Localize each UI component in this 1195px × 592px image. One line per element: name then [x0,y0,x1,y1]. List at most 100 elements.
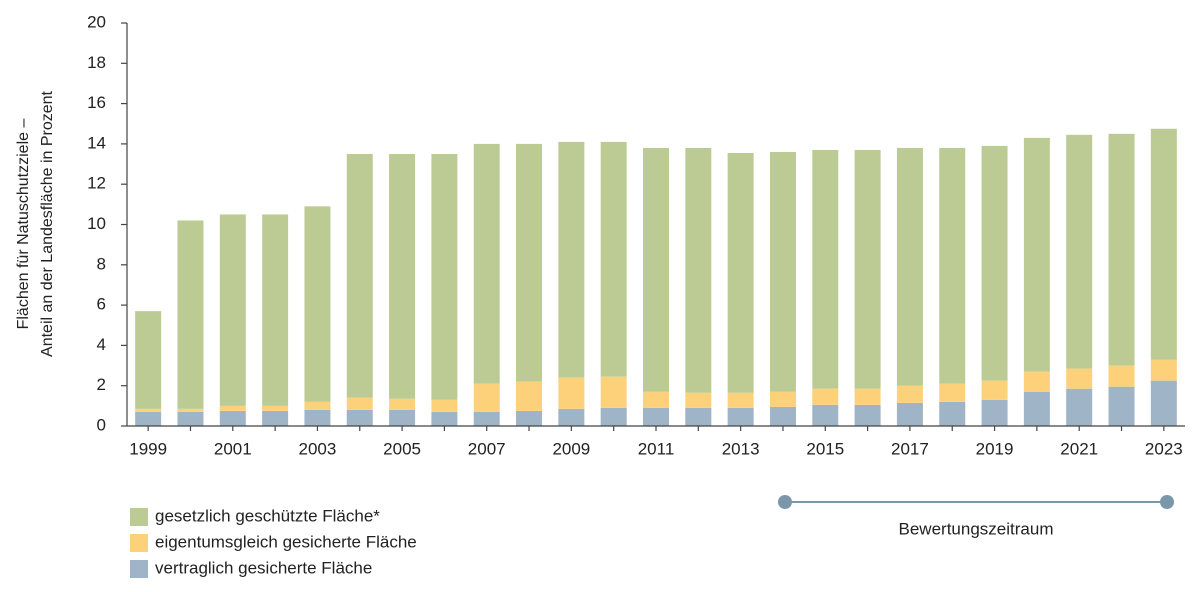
bar-segment [981,380,1008,400]
bar-segment [177,408,204,412]
bar-segment [939,401,966,426]
x-tick-label: 2003 [299,439,337,458]
x-tick-label: 2019 [976,439,1014,458]
bar-segment [643,407,669,426]
y-tick-label: 18 [87,53,106,72]
bar-segment [219,405,246,411]
bar-segment [431,153,458,400]
bar-segment [558,408,585,426]
annotation: Bewertungszeitraum [899,519,1054,538]
bar-segment [685,392,712,408]
bar-segment [389,409,416,426]
y-tick-label: 0 [97,415,106,434]
bar-segment [389,398,416,410]
bar-segment [1066,388,1093,426]
bar-segment [516,143,543,382]
y-tick-label: 8 [97,254,106,273]
bar-segment [896,402,923,426]
legend-swatch [130,534,148,552]
bar-segment [1023,137,1050,372]
y-tick-label: 20 [87,12,106,31]
bar-segment [1108,133,1135,366]
bar-segment [473,383,500,412]
bar-segment [812,404,839,426]
bar-segment [600,141,627,377]
x-tick-label: 2009 [552,439,590,458]
bar-segment [346,153,373,398]
legend-swatch [130,560,148,578]
bar-segment [981,399,1008,426]
bar-segment [939,147,966,384]
bar-segment [769,151,796,392]
period-start [778,495,792,509]
y-axis-title: Anteil an der Landesfläche in Prozent [39,90,56,357]
legend-swatch [130,508,148,526]
x-tick-label: 2021 [1060,439,1098,458]
bar-segment [1066,134,1093,369]
bar-segment [600,376,627,408]
bar-segment [304,401,331,410]
bar-segment [177,220,204,409]
bar-segment [558,141,585,378]
bar-segment [727,407,754,426]
bar-segment [854,149,881,389]
bar-segment [939,383,966,402]
bar-segment [473,143,500,384]
x-tick-label: 2007 [468,439,506,458]
bar-segment [812,149,839,389]
y-tick-label: 4 [97,335,106,354]
y-tick-label: 12 [87,174,106,193]
bar-segment [177,411,204,426]
bar-segment [1150,380,1177,426]
bar-segment [304,409,331,426]
legend-label: gesetzlich geschützte Fläche* [155,506,380,525]
x-tick-label: 2005 [383,439,421,458]
y-tick-label: 6 [97,295,106,314]
bar-segment [896,147,923,386]
y-tick-label: 2 [97,375,106,394]
bar-segment [135,408,162,412]
bar-segment [1066,368,1093,389]
bar-segment [854,404,881,426]
bar-segment [685,407,712,426]
y-tick-label: 10 [87,214,106,233]
bar-segment [516,410,543,426]
x-tick-label: 2017 [891,439,929,458]
bar-segment [1108,386,1135,426]
bar-segment [685,147,712,393]
y-tick-label: 16 [87,93,106,112]
bar-segment [1150,128,1177,360]
bar-segment [600,407,627,426]
legend-label: eigentumsgleich gesicherte Fläche [155,532,417,551]
bar-segment [262,405,289,411]
bar-segment [854,388,881,405]
bar-segment [558,377,585,409]
x-tick-label: 2023 [1145,439,1183,458]
bar-segment [346,397,373,410]
bar-segment [1023,391,1050,426]
bar-segment [431,411,458,426]
bar-segment [981,145,1008,381]
bar-segment [1150,359,1177,381]
y-tick-label: 14 [87,133,106,152]
y-axis-title: Flächen für Natuschutzziele – [15,119,32,330]
bar-segment [516,381,543,411]
bar-segment [896,385,923,403]
bar-segment [219,410,246,426]
x-tick-label: 1999 [129,439,167,458]
x-tick-label: 2001 [214,439,252,458]
bar-segment [262,214,289,406]
legend-label: vertraglich gesicherte Fläche [155,558,372,577]
bar-segment [219,214,246,406]
bar-segment [1108,365,1135,387]
x-tick-label: 2013 [722,439,760,458]
bar-segment [431,399,458,412]
bar-segment [727,152,754,393]
bar-segment [473,411,500,426]
bar-segment [812,388,839,405]
bar-segment [643,147,669,392]
bar-segment [769,406,796,426]
bar-segment [727,392,754,408]
period-end [1160,495,1174,509]
